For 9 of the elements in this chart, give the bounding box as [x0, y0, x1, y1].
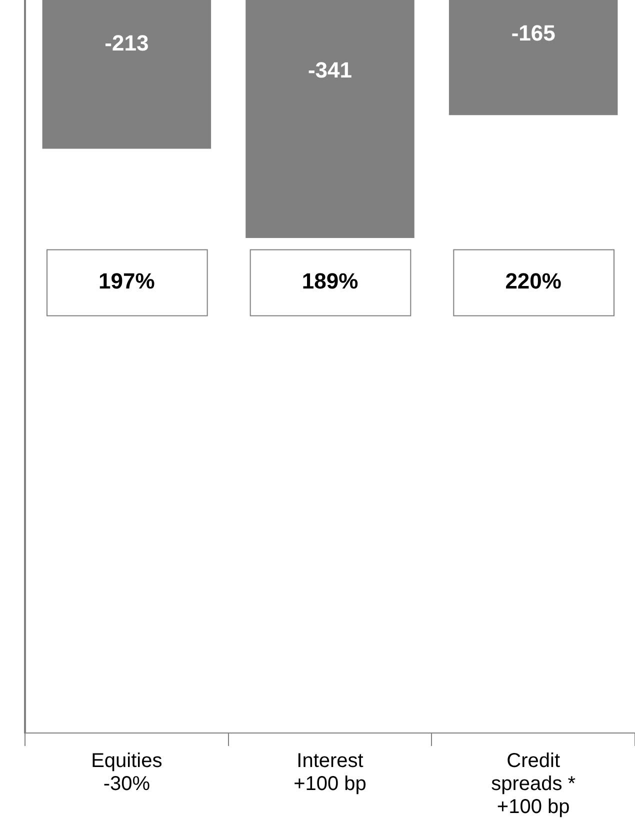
x-tick-label: Interest +100 bp	[294, 750, 366, 796]
x-tick-label: Credit spreads * +100 bp	[491, 750, 576, 818]
data-label: -213	[104, 30, 149, 56]
annotation: 189%	[302, 268, 358, 294]
x-tick-label: Equities -30%	[91, 750, 162, 796]
annotation: 197%	[98, 268, 155, 294]
data-label: -341	[308, 57, 352, 82]
data-label: -165	[511, 20, 556, 46]
annotation: 220%	[505, 268, 562, 294]
